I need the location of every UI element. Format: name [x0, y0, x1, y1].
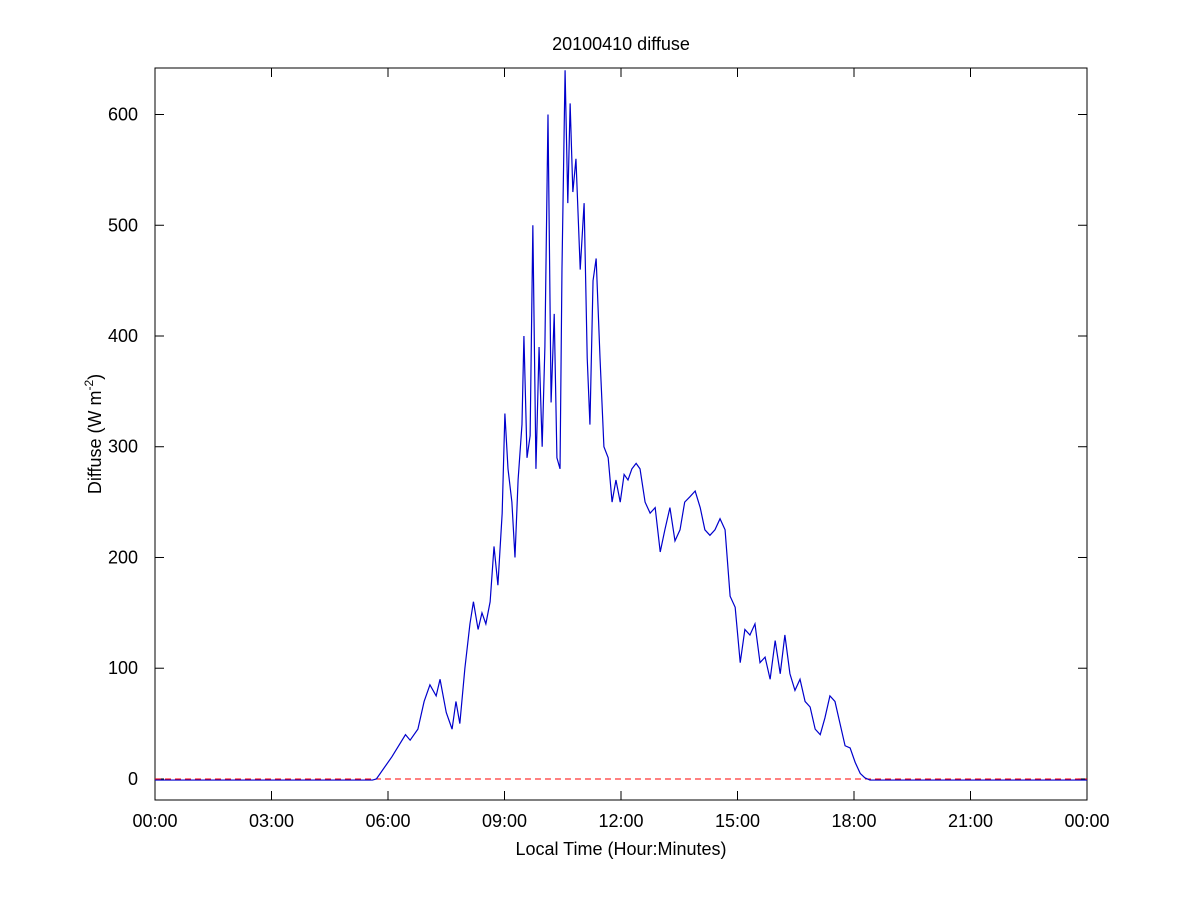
chart-title: 20100410 diffuse	[552, 34, 690, 54]
x-tick-label: 18:00	[831, 811, 876, 831]
x-tick-label: 15:00	[715, 811, 760, 831]
y-tick-label: 400	[108, 326, 138, 346]
y-tick-label: 500	[108, 215, 138, 235]
x-axis-label: Local Time (Hour:Minutes)	[515, 839, 726, 859]
y-label-text: Diffuse (W m	[85, 390, 105, 494]
y-tick-label: 600	[108, 105, 138, 125]
y-label-sup: -2	[82, 379, 96, 390]
y-label-suffix: )	[85, 374, 105, 380]
plot-frame	[154, 67, 1088, 801]
x-tick-label: 00:00	[1064, 811, 1109, 831]
x-tick-label: 12:00	[598, 811, 643, 831]
series-line	[155, 70, 1087, 781]
x-tick-label: 06:00	[365, 811, 410, 831]
y-tick-label: 200	[108, 547, 138, 567]
y-tick-label: 100	[108, 658, 138, 678]
x-tick-label: 00:00	[132, 811, 177, 831]
x-tick-label: 09:00	[482, 811, 527, 831]
x-tick-label: 03:00	[249, 811, 294, 831]
y-axis-label: Diffuse (W m-2)	[82, 374, 105, 494]
y-tick-label: 0	[128, 769, 138, 789]
y-tick-label: 300	[108, 437, 138, 457]
x-tick-label: 21:00	[948, 811, 993, 831]
